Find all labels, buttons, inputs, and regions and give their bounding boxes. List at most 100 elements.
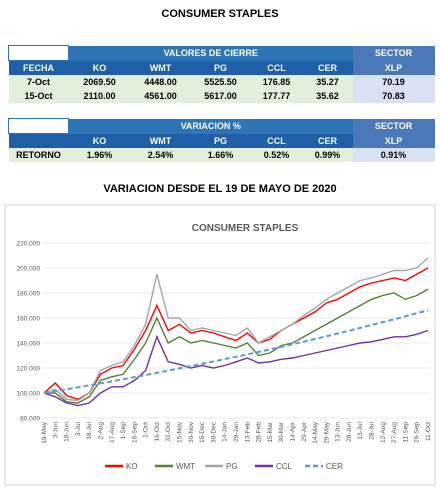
x-tick-label: 3-Jul	[75, 421, 82, 436]
x-tick-label: 15-Nov	[177, 421, 184, 443]
blank-cell	[8, 45, 69, 61]
table-cell: 5525.50	[190, 75, 251, 89]
column-header: WMT	[130, 60, 191, 75]
column-header: CCL	[250, 60, 303, 75]
table-cell: 2110.00	[68, 89, 131, 103]
table-cell: 70.83	[352, 89, 435, 103]
x-tick-label: 17-Aug	[109, 422, 116, 443]
table-row: FECHA KO WMT PG CCL CER XLP	[8, 60, 435, 75]
table-cell: 177.77	[250, 89, 303, 103]
column-header: XLP	[352, 133, 435, 148]
x-tick-label: 13-Jul	[357, 421, 364, 439]
x-tick-label: 28-Feb	[256, 422, 263, 443]
table-cell: 0.91%	[352, 148, 435, 162]
x-tick-label: 31-Oct	[165, 422, 172, 442]
table-cell: 35.27	[302, 75, 353, 89]
y-tick-label: 160.000	[17, 316, 41, 323]
row-label: RETORNO	[8, 148, 69, 162]
y-tick-label: 180.000	[17, 291, 41, 298]
x-tick-label: 29-Apr	[301, 421, 308, 441]
table-row: VARIACION % SECTOR	[8, 118, 435, 134]
column-header: CER	[302, 133, 353, 148]
table-closing: VALORES DE CIERRE SECTOR FECHA KO WMT PG CCL CE…	[8, 45, 435, 103]
legend-label: CER	[326, 462, 343, 471]
x-tick-label: 16-Sep	[131, 422, 138, 443]
y-tick-label: 100.000	[17, 391, 41, 398]
x-tick-label: 15-Dec	[199, 421, 206, 443]
chart-title: CONSUMER STAPLES	[192, 223, 299, 234]
table-row: 15-Oct 2110.00 4561.00 5617.00 177.77 35.62 70…	[8, 89, 435, 103]
group-header: VALORES DE CIERRE	[68, 45, 353, 61]
table-cell: 2069.50	[68, 75, 131, 89]
x-tick-label: 27-Aug	[391, 422, 398, 443]
x-tick-label: 11-Oct	[425, 422, 432, 441]
x-tick-label: 11-Sep	[402, 422, 409, 443]
x-tick-label: 19-May	[41, 421, 48, 443]
x-tick-label: 18-Jun	[64, 422, 71, 442]
y-tick-label: 140.000	[17, 341, 41, 348]
x-tick-label: 28-Jul	[369, 421, 376, 439]
y-tick-label: 200.000	[17, 266, 41, 273]
column-header: PG	[190, 60, 251, 75]
table-cell: 70.19	[352, 75, 435, 89]
table-cell: 1.66%	[190, 148, 251, 162]
series-line	[43, 267, 429, 401]
x-tick-label: 16-Oct	[154, 422, 161, 442]
blank-cell	[8, 133, 69, 148]
table-row: VALORES DE CIERRE SECTOR	[8, 45, 435, 61]
x-tick-label: 30-Nov	[188, 421, 195, 443]
x-tick-label: 15-Mar	[267, 421, 274, 442]
series-line	[44, 288, 429, 404]
x-tick-label: 18-Jul	[86, 421, 93, 439]
x-tick-label: 14-Jan	[222, 422, 229, 442]
table-cell: 5617.00	[190, 89, 251, 103]
column-header: CER	[302, 60, 353, 75]
series-line	[43, 257, 429, 402]
x-tick-label: 3-Jun	[52, 422, 59, 439]
x-tick-label: 29-Jan	[233, 422, 240, 442]
column-header: KO	[68, 60, 131, 75]
y-tick-label: 80.000	[20, 416, 40, 423]
x-tick-label: 28-Jun	[346, 422, 353, 442]
group-header: VARIACION %	[68, 118, 353, 134]
column-header: CCL	[250, 133, 303, 148]
table-cell: 1.96%	[68, 148, 131, 162]
x-tick-label: 14-May	[312, 421, 319, 443]
column-header: XLP	[352, 60, 435, 75]
x-tick-label: 26-Sep	[414, 422, 421, 443]
x-tick-label: 13-Feb	[244, 422, 251, 443]
x-tick-label: 13-Jun	[335, 422, 342, 442]
table-row: 7-Oct 2069.50 4448.00 5525.50 176.85 35.27 70.…	[8, 75, 435, 89]
x-tick-label: 30-Mar	[278, 421, 285, 442]
x-tick-label: 2-Aug	[97, 422, 104, 440]
legend-label: PG	[226, 462, 238, 471]
x-tick-label: 1-Sep	[120, 422, 127, 440]
table-row: RETORNO 1.96% 2.54% 1.66% 0.52% 0.99% 0.91%	[8, 148, 435, 162]
sector-header: SECTOR	[352, 118, 435, 134]
table-cell: 2.54%	[130, 148, 191, 162]
y-tick-label: 220.000	[17, 241, 41, 248]
legend-label: CCL	[276, 462, 293, 471]
column-header: WMT	[130, 133, 191, 148]
table-cell: 7-Oct	[8, 75, 69, 89]
table-row: KO WMT PG CCL CER XLP	[8, 133, 435, 148]
column-header: PG	[190, 133, 251, 148]
sector-header: SECTOR	[352, 45, 435, 61]
table-cell: 4561.00	[130, 89, 191, 103]
subtitle: VARIACION DESDE EL 19 DE MAYO DE 2020	[103, 183, 337, 195]
y-tick-label: 120.000	[17, 366, 41, 373]
legend-label: WMT	[176, 462, 195, 471]
blank-cell	[8, 118, 69, 134]
column-header: FECHA	[8, 60, 69, 75]
legend-label: KO	[126, 462, 138, 471]
x-tick-label: 12-Aug	[380, 422, 387, 443]
x-tick-label: 1-Oct	[143, 422, 150, 438]
series-line	[43, 309, 429, 394]
series-line	[43, 329, 429, 407]
table-cell: 0.99%	[302, 148, 353, 162]
table-variation: VARIACION % SECTOR KO WMT PG CCL CER XLP RETORNO…	[8, 118, 435, 162]
table-cell: 4448.00	[130, 75, 191, 89]
x-tick-label: 29-May	[323, 421, 330, 443]
